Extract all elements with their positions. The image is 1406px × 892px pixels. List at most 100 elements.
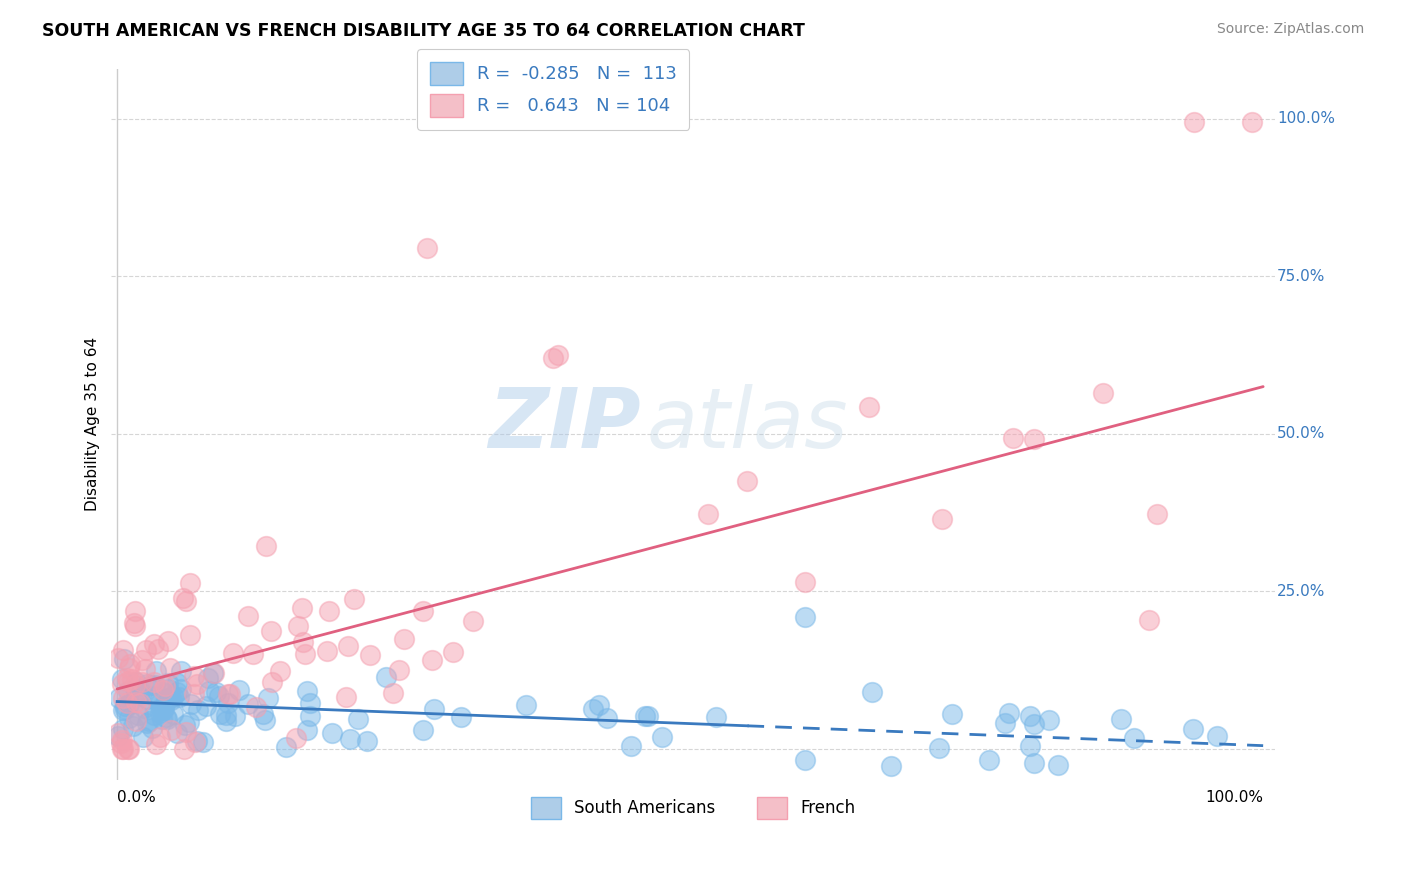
Point [149,730,172,744]
Point [127,707,149,722]
Point [124,619,146,633]
Point [131,653,153,667]
Point [155,695,177,709]
Point [262,675,284,690]
Point [291,634,314,648]
Point [121,673,143,687]
Point [174,725,197,739]
Point [295,723,318,737]
Point [879,759,901,773]
Point [236,697,259,711]
Point [148,641,170,656]
Point [138,714,160,728]
Point [415,241,437,255]
Point [315,644,337,658]
Point [412,723,434,737]
Point [441,645,464,659]
Point [412,604,434,618]
Point [108,691,131,706]
Point [125,695,148,709]
Point [172,591,194,605]
Point [120,657,142,671]
Text: 50.0%: 50.0% [1277,426,1326,442]
Point [463,615,485,629]
Point [139,678,162,692]
Point [150,712,173,726]
Point [155,686,177,700]
Point [156,712,179,726]
Point [994,716,1017,731]
Point [335,690,357,704]
Point [298,709,321,723]
Point [149,696,172,710]
Point [420,653,443,667]
Point [254,539,277,553]
Point [588,698,610,713]
Point [150,701,173,715]
Point [215,714,238,729]
Point [179,627,201,641]
Point [112,652,135,666]
Point [124,604,146,618]
Point [162,690,184,704]
Point [128,688,150,702]
Point [111,732,134,747]
Point [356,733,378,747]
Point [159,693,181,707]
Point [381,686,404,700]
Point [318,604,340,618]
Point [107,729,129,743]
Point [931,512,953,526]
Point [194,699,217,714]
Point [201,665,224,680]
Point [928,741,950,756]
Point [197,671,219,685]
Point [860,684,883,698]
Point [697,507,720,521]
Point [1018,739,1040,753]
Point [179,714,201,729]
Point [1038,713,1060,727]
Point [180,697,202,711]
Point [157,634,180,648]
Point [110,672,132,686]
Point [152,701,174,715]
Point [159,661,181,675]
Point [209,707,232,722]
Point [124,686,146,700]
Point [166,676,188,690]
Point [107,651,129,665]
Point [236,608,259,623]
Point [122,719,145,733]
Point [174,594,197,608]
Point [111,677,134,691]
Point [145,664,167,678]
Point [125,675,148,690]
Point [128,696,150,710]
Point [183,669,205,683]
Point [392,632,415,647]
Text: atlas: atlas [647,384,848,465]
Point [1109,712,1132,726]
Point [793,753,815,767]
Point [166,685,188,699]
Point [135,677,157,691]
Point [111,691,134,706]
Point [111,741,134,756]
Point [343,592,366,607]
Point [117,673,139,688]
Point [977,754,1000,768]
Point [581,702,603,716]
Point [858,400,880,414]
Point [1182,115,1205,129]
Legend: South Americans, French: South Americans, French [524,790,862,825]
Point [1091,385,1114,400]
Point [124,678,146,692]
Point [157,675,180,690]
Point [170,681,193,696]
Point [170,664,193,678]
Y-axis label: Disability Age 35 to 64: Disability Age 35 to 64 [86,337,100,511]
Point [155,679,177,693]
Text: 100.0%: 100.0% [1205,789,1263,805]
Point [298,696,321,710]
